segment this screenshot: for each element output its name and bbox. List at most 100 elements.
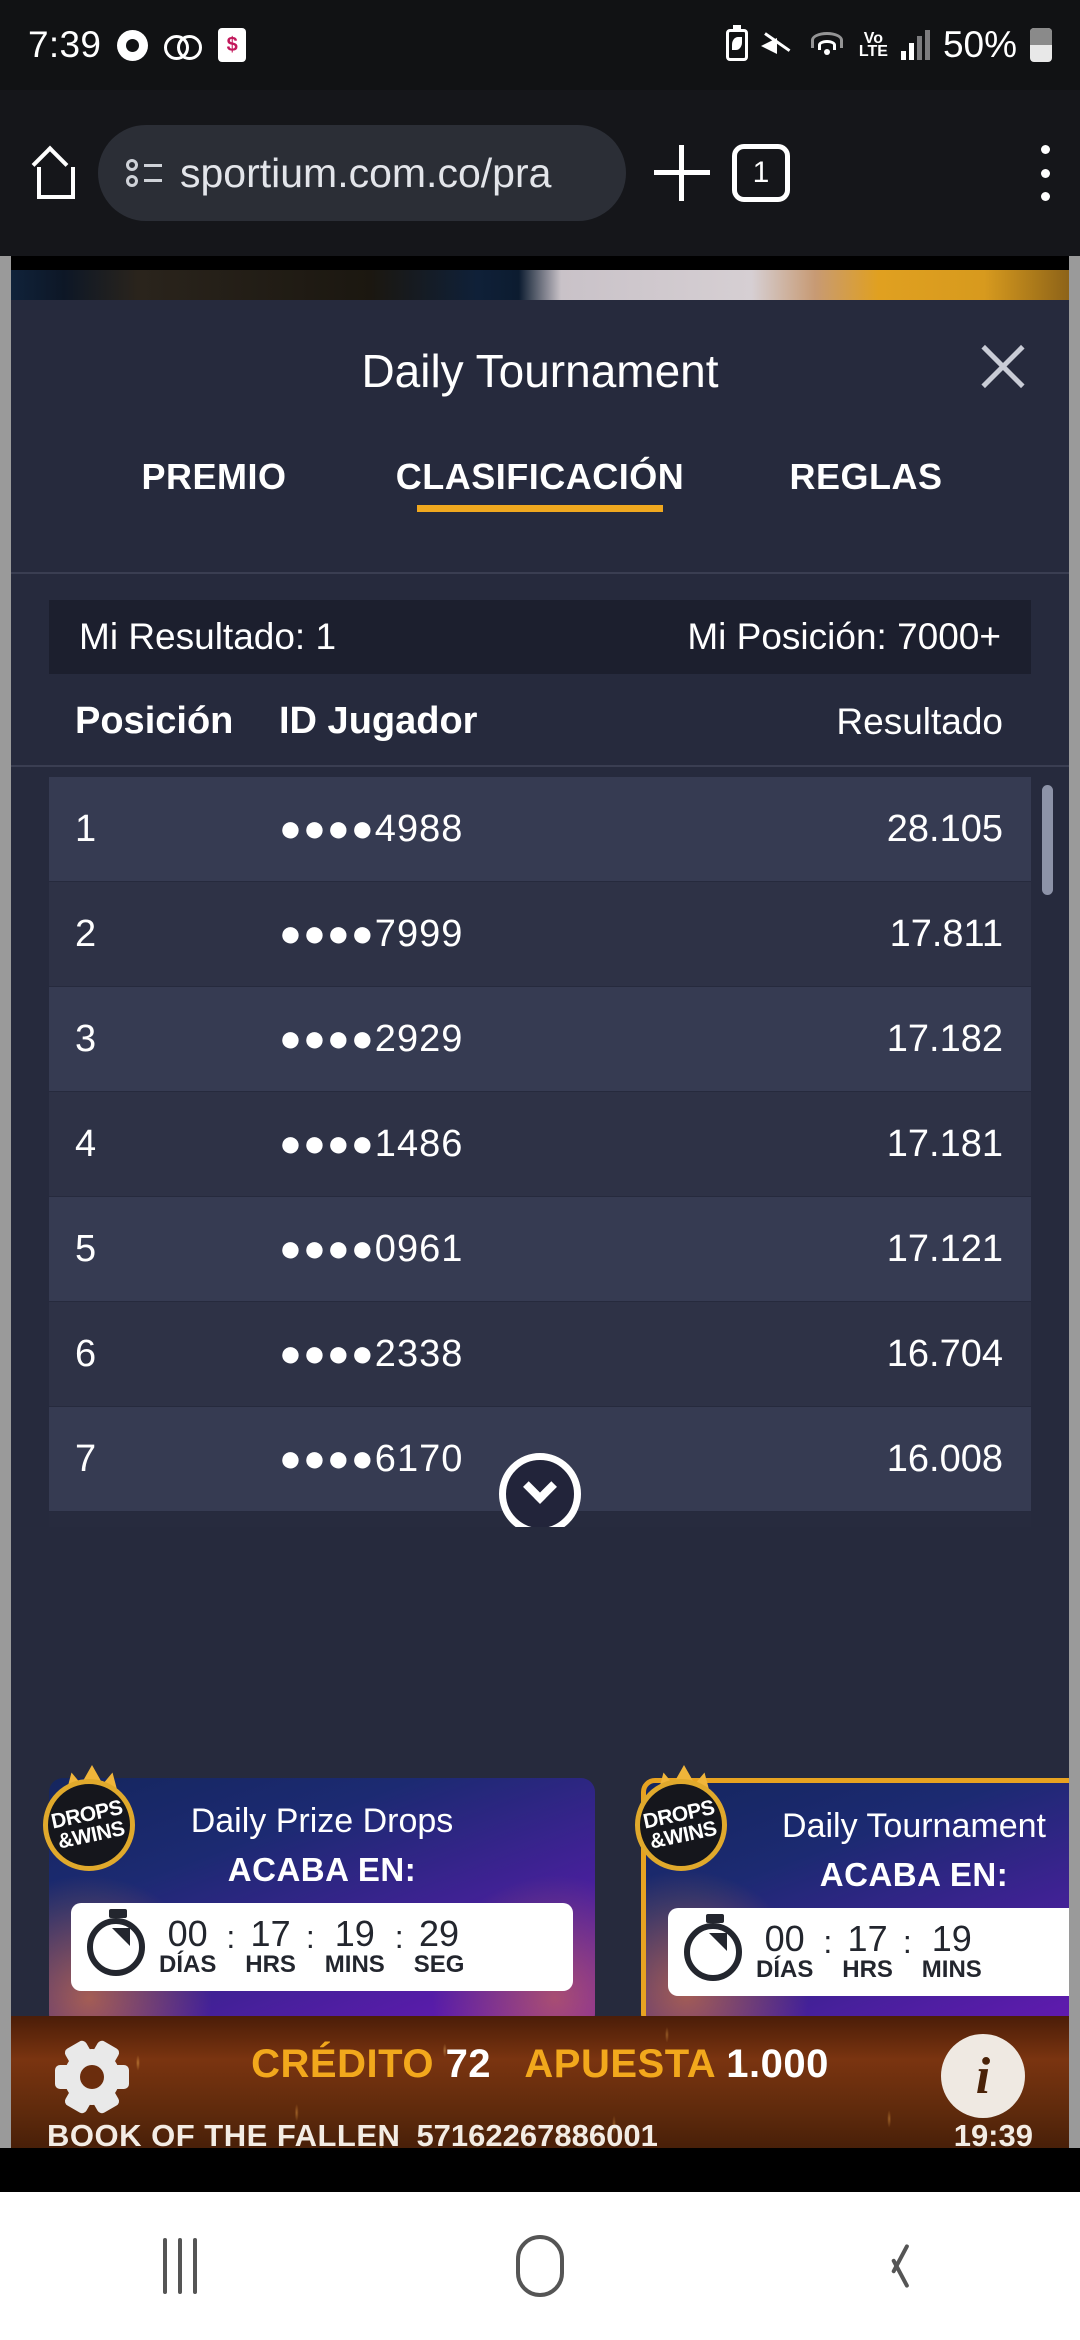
web-content-frame: Daily Tournament PREMIO CLASIFICACIÓN RE… bbox=[0, 256, 1080, 2172]
countdown-hours: 17 HRS bbox=[245, 1916, 296, 1978]
new-tab-icon[interactable] bbox=[654, 145, 710, 201]
recents-icon bbox=[163, 2238, 197, 2294]
home-icon[interactable] bbox=[28, 149, 76, 199]
table-header-divider bbox=[11, 765, 1069, 767]
url-bar[interactable]: sportium.com.co/pra bbox=[98, 125, 626, 221]
countdown-days-label: DÍAS bbox=[159, 1951, 217, 1978]
countdown-hours-value: 17 bbox=[847, 1918, 888, 1959]
cell-result: 17.182 bbox=[886, 1017, 1003, 1060]
session-id: 57162267886001 bbox=[416, 2118, 658, 2153]
game-footer-line: BOOK OF THE FALLEN 57162267886001 19:39 bbox=[47, 2118, 1033, 2154]
promo-subtitle: ACABA EN: bbox=[227, 1851, 417, 1888]
tab-premio-label: PREMIO bbox=[141, 456, 287, 497]
countdown-timer: 00 DÍAS : 17 HRS : 19 bbox=[71, 1903, 573, 1991]
tab-reglas-label: REGLAS bbox=[789, 456, 943, 497]
cell-player-id: ●●●●1486 bbox=[279, 1122, 464, 1165]
my-result-text: Mi Resultado: 1 bbox=[79, 616, 337, 657]
bet-label: APUESTA bbox=[524, 2042, 715, 2086]
table-column-headers: Posición ID Jugador Resultado bbox=[11, 674, 1069, 765]
vertical-scrollbar[interactable] bbox=[1042, 785, 1053, 895]
cell-player-id: ●●●●6170 bbox=[279, 1437, 464, 1480]
tab-reglas[interactable]: REGLAS bbox=[703, 456, 1029, 498]
close-icon[interactable] bbox=[975, 338, 1031, 394]
my-stats-bar: Mi Resultado: 1 Mi Posición: 7000+ bbox=[49, 600, 1031, 674]
nav-back-button[interactable] bbox=[720, 2240, 1080, 2292]
active-tab-underline bbox=[417, 505, 663, 512]
badge-text: DROPS &WINS bbox=[626, 1770, 735, 1879]
cell-position: 4 bbox=[75, 1122, 97, 1165]
gear-icon[interactable] bbox=[55, 2038, 129, 2116]
game-name: BOOK OF THE FALLEN bbox=[47, 2118, 401, 2153]
countdown-hours-label: HRS bbox=[245, 1951, 296, 1978]
cell-position: 3 bbox=[75, 1017, 97, 1060]
leaderboard-table[interactable]: 1 ●●●●4988 28.105 2 ●●●●7999 17.811 3 ●●… bbox=[11, 767, 1069, 1527]
status-bar-right: Vo LTE 50% bbox=[725, 24, 1052, 66]
status-bar-left: 7:39 $ bbox=[28, 24, 247, 66]
site-permissions-icon[interactable] bbox=[126, 159, 162, 187]
countdown-timer: 00 DÍAS : 17 HRS : 19 bbox=[668, 1908, 1069, 1996]
cell-result: 17.181 bbox=[886, 1122, 1003, 1165]
countdown-separator: : bbox=[823, 1923, 833, 1960]
table-row[interactable]: 4 ●●●●1486 17.181 bbox=[49, 1092, 1031, 1196]
countdown-days: 00 DÍAS bbox=[756, 1921, 813, 1983]
battery-percent-text: 50% bbox=[942, 24, 1017, 65]
android-navigation-bar bbox=[0, 2192, 1080, 2340]
volte-bottom: LTE bbox=[858, 43, 888, 60]
cell-result: 17.811 bbox=[889, 912, 1003, 955]
back-icon bbox=[885, 2240, 915, 2292]
credit-label: CRÉDITO bbox=[251, 2042, 434, 2086]
countdown-separator: : bbox=[305, 1918, 315, 1955]
table-row[interactable]: 2 ●●●●7999 17.811 bbox=[49, 882, 1031, 986]
stopwatch-icon bbox=[684, 1914, 742, 1981]
countdown-separator: : bbox=[902, 1923, 912, 1960]
spark-particles bbox=[11, 2016, 1069, 2172]
table-row[interactable]: 6 ●●●●2338 16.704 bbox=[49, 1302, 1031, 1406]
chevron-down-icon[interactable] bbox=[499, 1453, 581, 1527]
countdown-mins-value: 19 bbox=[931, 1918, 972, 1959]
status-bar: 7:39 $ Vo LTE 50% bbox=[0, 0, 1080, 90]
cell-result: 28.105 bbox=[886, 807, 1003, 850]
countdown-days-value: 00 bbox=[167, 1913, 208, 1954]
promo-card-carousel[interactable]: Daily Prize Drops ACABA EN: 00 DÍAS : bbox=[11, 1762, 1069, 2052]
column-header-result: Resultado bbox=[836, 700, 1003, 742]
drops-and-wins-badge: DROPS &WINS bbox=[627, 1763, 739, 1875]
badge-text: DROPS &WINS bbox=[34, 1770, 143, 1879]
web-page: Daily Tournament PREMIO CLASIFICACIÓN RE… bbox=[11, 256, 1069, 2172]
overflow-menu-icon[interactable] bbox=[1038, 145, 1052, 201]
badge-ring bbox=[635, 1779, 727, 1871]
voicemail-icon bbox=[164, 35, 203, 60]
bottom-black-gap bbox=[0, 2148, 1080, 2192]
nav-recents-button[interactable] bbox=[0, 2238, 360, 2294]
chrome-icon bbox=[117, 29, 149, 61]
mute-icon bbox=[760, 30, 795, 60]
money-notification-icon: $ bbox=[218, 28, 247, 62]
wifi-icon bbox=[808, 30, 846, 60]
cell-player-id: ●●●●4988 bbox=[279, 807, 464, 850]
tab-clasificacion[interactable]: CLASIFICACIÓN bbox=[377, 456, 703, 512]
promo-title: Daily Tournament bbox=[782, 1807, 1046, 1845]
cell-position: 2 bbox=[75, 912, 97, 955]
cell-position: 7 bbox=[75, 1437, 97, 1480]
credit-bet-line: CRÉDITO 72 APUESTA 1.000 bbox=[11, 2042, 1069, 2087]
table-row[interactable]: 5 ●●●●0961 17.121 bbox=[49, 1197, 1031, 1301]
promo-subtitle: ACABA EN: bbox=[819, 1856, 1009, 1893]
modal-header: Daily Tournament bbox=[11, 300, 1069, 456]
tab-counter-icon[interactable]: 1 bbox=[732, 144, 790, 202]
countdown-separator: : bbox=[394, 1918, 404, 1955]
game-status-bar: CRÉDITO 72 APUESTA 1.000 i BOOK OF THE F… bbox=[11, 2016, 1069, 2172]
table-row[interactable]: 1 ●●●●4988 28.105 bbox=[49, 777, 1031, 881]
info-icon[interactable]: i bbox=[941, 2034, 1025, 2118]
drops-and-wins-badge: DROPS &WINS bbox=[35, 1763, 147, 1875]
volte-top: Vo bbox=[863, 30, 884, 47]
tab-premio[interactable]: PREMIO bbox=[51, 456, 377, 498]
countdown-mins: 19 MINS bbox=[325, 1916, 385, 1978]
cell-player-id: ●●●●7999 bbox=[279, 912, 464, 955]
countdown-days: 00 DÍAS bbox=[159, 1916, 216, 1978]
battery-saver-icon bbox=[725, 25, 748, 61]
nav-home-button[interactable] bbox=[360, 2235, 720, 2297]
volte-icon: Vo LTE bbox=[858, 30, 888, 60]
header-divider bbox=[11, 572, 1069, 574]
table-row[interactable]: 3 ●●●●2929 17.182 bbox=[49, 987, 1031, 1091]
promo-card-daily-prize-drops[interactable]: Daily Prize Drops ACABA EN: 00 DÍAS : bbox=[49, 1778, 595, 2028]
